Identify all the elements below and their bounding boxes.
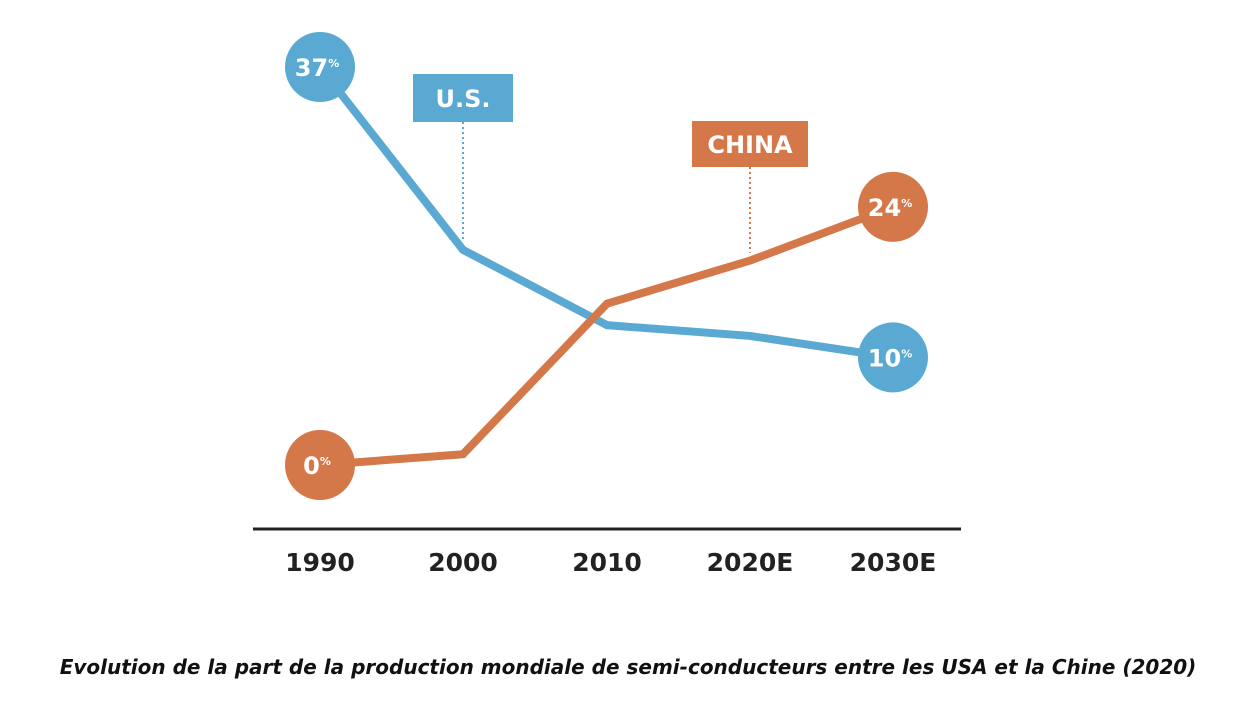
series-label-box-china [692, 121, 808, 167]
value-bubble-u-s-start: 37% [285, 32, 355, 102]
series-line-u-s [316, 64, 894, 362]
x-tick-label-2000: 2000 [428, 548, 498, 577]
bubble-circle [285, 430, 355, 500]
value-bubbles: 37% 10% 0% 24% [285, 32, 928, 500]
x-tick-label-2030e: 2030E [850, 548, 937, 577]
series-label-china: CHINA [707, 131, 793, 159]
series-label-u-s: U.S. [435, 85, 490, 113]
series-lines [316, 64, 895, 469]
data-label: 24% [868, 194, 912, 222]
data-label: 0% [303, 452, 331, 480]
data-label: 37% [295, 54, 339, 82]
data-label: 10% [868, 344, 912, 372]
value-bubble-china-end: 24% [858, 171, 928, 242]
bubble-circle [858, 171, 928, 242]
label-leaders [462, 122, 751, 253]
value-bubble-u-s-end: 10% [858, 322, 928, 393]
bubble-circle [285, 32, 355, 102]
x-tick-label-1990: 1990 [285, 548, 355, 577]
value-bubble-china-start: 0% [285, 430, 355, 500]
series-labels: U.S. CHINA [413, 74, 808, 167]
x-axis-tick-labels: 1990 2000 2010 2020E 2030E [285, 548, 936, 577]
x-tick-label-2020e: 2020E [707, 548, 794, 577]
line-chart: U.S. CHINA 37% 10% 0% 24% 1990 2000 2010 2020E 2… [253, 32, 961, 577]
bubble-circle [858, 322, 928, 393]
chart-caption: Evolution de la part de la production mo… [59, 655, 1197, 679]
x-tick-label-2010: 2010 [572, 548, 642, 577]
series-label-box-u-s [413, 74, 513, 122]
series-line-china [319, 203, 895, 469]
